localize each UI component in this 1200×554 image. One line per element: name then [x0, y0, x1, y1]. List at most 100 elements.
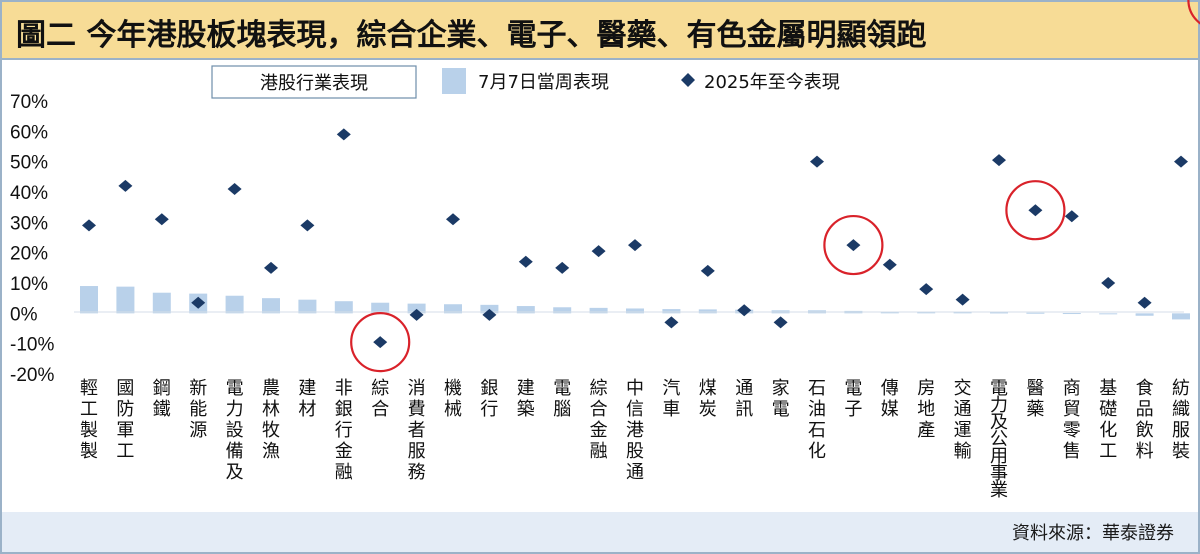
ytd-diamond [1064, 210, 1079, 223]
category-label: 醫藥 [1026, 378, 1044, 420]
ytd-diamond [373, 336, 388, 349]
ytd-diamond [82, 219, 96, 232]
category-label: 消費者服務 [408, 378, 426, 483]
ytd-diamond [264, 261, 278, 274]
ytd-diamond [227, 182, 242, 195]
highlight-circle [823, 214, 884, 276]
title-bar: 圖二 今年港股板塊表現，綜合企業、電子、醫藥、有色金屬明顯領跑 [2, 2, 1198, 60]
ytd-diamond [773, 316, 788, 329]
y-tick-label: 10% [10, 274, 48, 295]
y-tick-label: -10% [10, 335, 54, 356]
ytd-diamond [1101, 277, 1116, 289]
y-tick-label: -20% [10, 365, 54, 386]
category-label: 綜合金融 [590, 378, 608, 462]
category-label: 基礎化工 [1099, 378, 1117, 462]
bar-weekly [917, 311, 936, 314]
category-label: 石油石化 [808, 378, 826, 462]
chart-title: 圖二 今年港股板塊表現，綜合企業、電子、醫藥、有色金屬明顯領跑 [16, 18, 927, 53]
category-label: 通訊 [735, 378, 753, 420]
category-label: 建築 [517, 378, 535, 420]
ytd-diamond [846, 239, 861, 252]
ytd-markers [82, 128, 1188, 349]
ytd-diamond [1174, 155, 1188, 168]
highlight-circle [1005, 180, 1066, 241]
y-tick-label: 30% [10, 213, 48, 234]
weekly-bars [80, 286, 1190, 320]
ytd-diamond [300, 219, 315, 232]
legend-bar-swatch [442, 68, 466, 94]
ytd-diamond [1137, 296, 1152, 309]
category-label: 中信港股通 [626, 378, 644, 483]
bar-weekly [407, 303, 426, 314]
category-label: 非銀行金融 [335, 378, 353, 483]
y-tick-label: 40% [10, 183, 48, 204]
legend-title-box [211, 65, 417, 99]
ytd-diamond [919, 283, 934, 296]
y-axis-ticks: 70% 60% 50% 40% 30% 20% 10% 0% -10% -20% [10, 92, 54, 386]
bar-weekly [1026, 312, 1045, 314]
bar-weekly [698, 309, 717, 314]
y-tick-label: 20% [10, 244, 48, 265]
category-label: 電力及公用事業 [990, 378, 1008, 501]
ytd-diamond [737, 304, 752, 317]
legend-diamond-swatch [681, 73, 695, 87]
highlight-circle [1187, 0, 1200, 25]
category-label: 電腦 [553, 378, 571, 420]
ytd-diamond [518, 255, 533, 268]
bar-weekly [662, 309, 681, 314]
bar-weekly [1062, 313, 1081, 315]
legend-series-ytd: 2025年至今表現 [704, 72, 840, 93]
legend: 港股行業表現 7月7日當周表現 2025年至今表現 [211, 65, 840, 99]
bar-weekly [1172, 313, 1190, 320]
ytd-diamond [409, 308, 424, 321]
category-label: 電力設備及 [226, 378, 244, 483]
highlight-circle [350, 312, 411, 373]
category-label: 煤炭 [699, 378, 717, 420]
ytd-diamond [555, 261, 570, 274]
ytd-diamond [591, 245, 606, 258]
bar-weekly [444, 304, 462, 314]
ytd-diamond [482, 308, 497, 321]
category-label: 電子 [844, 378, 862, 420]
bar-weekly [334, 301, 353, 314]
category-label: 新能源 [189, 378, 207, 441]
ytd-diamond [446, 213, 460, 226]
category-label: 機械 [444, 378, 462, 420]
category-label: 商貿零售 [1063, 378, 1081, 462]
category-label: 食品飲料 [1136, 378, 1154, 462]
category-label: 輕工製製 [80, 378, 98, 462]
category-label: 交通運輸 [954, 378, 972, 462]
bar-weekly [990, 312, 1008, 314]
bar-weekly [262, 298, 280, 314]
legend-title: 港股行業表現 [260, 73, 368, 94]
bar-weekly [80, 286, 98, 314]
bar-weekly [1099, 313, 1118, 315]
ytd-diamond [628, 239, 642, 252]
category-label: 鋼鐵 [153, 378, 171, 420]
y-tick-label: 50% [10, 153, 48, 174]
category-label: 房地產 [917, 378, 935, 441]
category-label: 家電 [772, 378, 790, 420]
y-tick-label: 70% [10, 92, 48, 113]
y-tick-label: 0% [10, 304, 38, 325]
category-label: 國防軍工 [116, 378, 134, 462]
legend-series-weekly: 7月7日當周表現 [478, 72, 609, 93]
category-label: 銀行 [480, 378, 498, 420]
bar-weekly [553, 307, 572, 314]
category-label: 傳媒 [881, 378, 899, 420]
category-label: 紡織服裝 [1172, 378, 1190, 462]
ytd-diamond [336, 128, 351, 141]
ytd-diamond [154, 213, 169, 226]
bar-weekly [371, 302, 390, 314]
ytd-diamond [191, 296, 206, 309]
category-label: 綜合 [371, 378, 389, 420]
ytd-diamond [955, 293, 970, 306]
bar-weekly [516, 306, 535, 314]
bar-weekly [589, 307, 608, 314]
ytd-diamond [118, 179, 133, 192]
category-label: 建材 [298, 378, 316, 420]
bar-weekly [298, 299, 317, 314]
